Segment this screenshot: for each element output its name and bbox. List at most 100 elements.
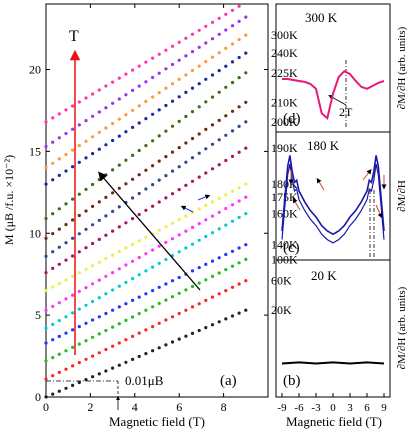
data-point <box>117 249 121 254</box>
data-point <box>217 69 221 73</box>
data-point <box>71 274 75 278</box>
data-point <box>224 268 228 272</box>
data-point <box>230 203 235 207</box>
data-point <box>197 222 201 226</box>
data-point <box>44 326 48 330</box>
data-point <box>137 84 141 88</box>
data-point <box>57 245 61 249</box>
x-tick-label: -9 <box>277 402 287 414</box>
data-point <box>71 236 75 240</box>
data-point <box>84 209 88 213</box>
series-20K <box>44 308 248 399</box>
data-point <box>144 308 148 312</box>
data-point <box>230 219 235 223</box>
data-point <box>151 289 155 293</box>
data-point <box>184 73 188 77</box>
series-label: 190K <box>271 141 298 155</box>
data-point <box>170 150 175 154</box>
data-point <box>131 196 135 200</box>
data-point <box>51 356 55 360</box>
data-point <box>137 173 141 177</box>
data-point <box>177 165 181 169</box>
data-point <box>51 250 55 254</box>
panel-d-ylabel: ∂M/∂H (arb. units) <box>396 26 408 109</box>
data-point <box>104 233 108 237</box>
data-point <box>57 334 61 338</box>
data-point <box>77 325 81 329</box>
series-200K <box>44 120 248 258</box>
panel-b-title: 20 K <box>311 268 337 283</box>
data-point <box>104 143 108 147</box>
data-point <box>210 167 215 171</box>
data-point <box>164 298 168 302</box>
data-point <box>131 334 135 338</box>
data-point <box>131 298 135 302</box>
data-point <box>197 281 201 285</box>
data-point <box>84 246 88 250</box>
data-point <box>64 386 68 390</box>
data-point <box>151 56 155 60</box>
data-point <box>230 42 235 46</box>
data-point <box>244 182 248 186</box>
data-point <box>204 262 208 266</box>
data-point <box>131 217 135 221</box>
data-point <box>224 317 228 321</box>
data-point <box>217 118 221 122</box>
data-point <box>190 269 195 273</box>
data-point <box>164 240 168 244</box>
series-label: 300K <box>271 28 298 42</box>
data-point <box>177 233 181 237</box>
series-190K <box>44 146 248 275</box>
data-point <box>131 125 135 129</box>
data-point <box>151 204 155 208</box>
sweep-arrow-c2 <box>292 197 301 211</box>
data-point <box>177 77 181 81</box>
data-point <box>151 139 155 143</box>
data-point <box>237 105 241 109</box>
data-point <box>197 328 201 333</box>
data-point <box>204 147 208 151</box>
data-point <box>124 280 128 284</box>
data-point <box>71 218 75 222</box>
data-point <box>111 80 115 84</box>
data-point <box>230 129 235 133</box>
data-point <box>84 286 88 290</box>
data-point <box>111 121 115 126</box>
data-point <box>177 95 181 99</box>
series-300K <box>44 33 248 170</box>
panel-b-ylabel: ∂M/∂H (arb. units) <box>396 286 408 369</box>
data-point <box>217 292 221 296</box>
panel-d-annotation: 2T <box>339 105 353 119</box>
data-point <box>157 134 161 138</box>
y-tick-label: 15 <box>29 144 41 158</box>
data-point <box>91 114 95 118</box>
data-point <box>84 357 88 361</box>
data-point <box>124 360 128 364</box>
data-point <box>71 383 75 387</box>
data-point <box>124 318 128 322</box>
data-point <box>217 256 221 260</box>
data-point <box>117 363 121 367</box>
panel-a: 20K60K100K140K160K175K180K190K200K210K22… <box>2 3 298 429</box>
data-point <box>131 242 135 246</box>
data-point <box>57 112 61 116</box>
data-point <box>137 64 141 68</box>
data-point <box>51 285 55 289</box>
data-point <box>170 279 175 283</box>
data-point <box>144 187 148 191</box>
data-point <box>190 225 195 229</box>
y-tick-label: 20 <box>29 63 41 77</box>
data-point <box>204 24 208 28</box>
data-point <box>164 155 168 159</box>
data-point <box>64 108 68 112</box>
data-point <box>84 187 88 191</box>
data-point <box>151 265 155 269</box>
data-point <box>91 282 95 286</box>
data-point <box>71 311 75 315</box>
data-point <box>124 72 128 76</box>
data-point <box>144 80 148 84</box>
data-point <box>204 203 208 207</box>
panel-d-title: 300 K <box>305 10 338 25</box>
data-point <box>210 37 215 41</box>
sweep-arrow-c5 <box>375 204 383 219</box>
